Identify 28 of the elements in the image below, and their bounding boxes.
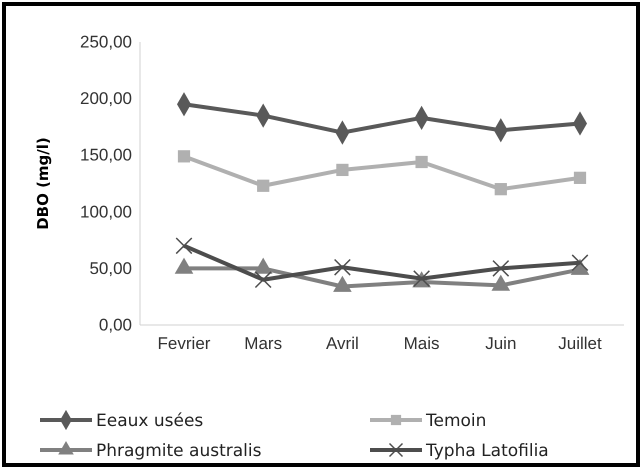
point — [254, 271, 272, 288]
point — [571, 254, 589, 272]
point — [415, 156, 428, 168]
x-tick-label: Fevrier — [158, 334, 211, 354]
point — [334, 258, 351, 276]
point — [175, 237, 193, 254]
point — [178, 150, 190, 162]
point — [494, 183, 507, 196]
y-tick-label: 150,00 — [80, 146, 132, 165]
point — [336, 164, 349, 176]
x-tick-label: Mars — [244, 334, 282, 354]
y-tick-label: 200,00 — [80, 89, 132, 108]
legend-label: Phragmite australis — [96, 441, 262, 461]
x-tick-label: Juillet — [558, 334, 602, 354]
legend-label: Eeaux usées — [96, 411, 204, 431]
legend-label: Temoin — [425, 411, 486, 431]
y-tick-label: 250,00 — [80, 32, 132, 52]
y-tick-label: 50,00 — [89, 258, 132, 278]
x-tick-label: Juin — [485, 334, 516, 354]
x-tick-label: Mais — [404, 334, 440, 354]
point — [492, 260, 510, 277]
point — [574, 172, 586, 184]
y-tick-label: 100,00 — [80, 202, 132, 222]
y-axis-title: DBO (mg/l) — [34, 137, 52, 230]
x-tick-label: Avril — [326, 334, 359, 354]
point — [257, 180, 270, 192]
y-tick-label: 0,00 — [98, 315, 132, 334]
legend-label: Typha Latofilia — [425, 441, 549, 461]
